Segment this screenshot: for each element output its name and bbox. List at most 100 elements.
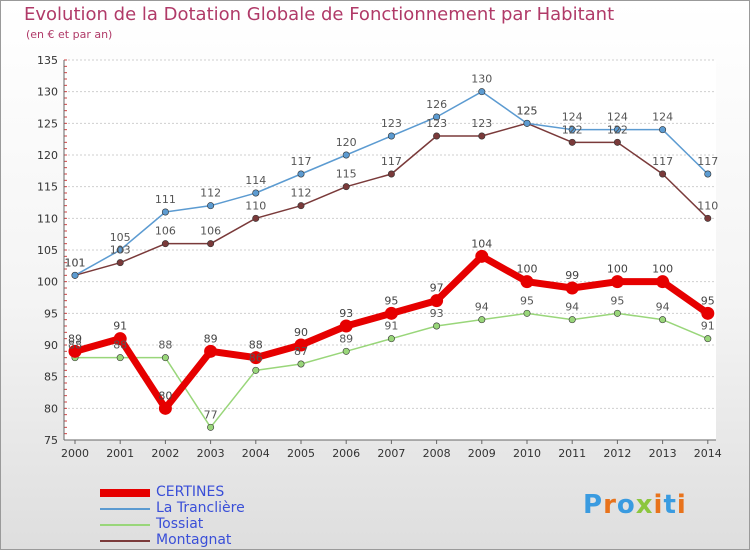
data-point: [252, 189, 260, 197]
data-point: [565, 281, 579, 295]
data-point: [342, 151, 350, 159]
data-point: [71, 271, 79, 279]
data-point: [704, 170, 712, 178]
data-point: [659, 316, 667, 324]
data-point: [475, 249, 489, 263]
data-label: 100: [607, 263, 628, 276]
data-point: [116, 246, 124, 254]
x-tick-label: 2014: [694, 447, 722, 460]
legend-label: La Tranclière: [156, 500, 245, 516]
data-point: [568, 316, 576, 324]
data-label: 86: [249, 351, 263, 364]
data-label: 130: [471, 73, 492, 86]
x-tick-label: 2002: [151, 447, 179, 460]
y-tick-label: 75: [44, 434, 58, 447]
data-label: 124: [652, 111, 673, 124]
y-tick-label: 130: [37, 86, 58, 99]
legend-item: La Tranclière: [100, 500, 340, 517]
data-label: 117: [291, 155, 312, 168]
x-tick-label: 2012: [603, 447, 631, 460]
data-label: 80: [158, 389, 172, 402]
data-label: 110: [697, 199, 718, 212]
legend-item: Tossiat: [100, 516, 340, 533]
data-point: [523, 309, 531, 317]
data-label: 77: [204, 408, 218, 421]
data-label: 117: [652, 155, 673, 168]
data-label: 124: [562, 111, 583, 124]
y-tick-label: 135: [37, 54, 58, 67]
data-label: 117: [381, 155, 402, 168]
data-point: [387, 132, 395, 140]
data-point: [204, 344, 218, 358]
data-label: 106: [155, 225, 176, 238]
data-point: [387, 170, 395, 178]
data-label: 125: [517, 104, 538, 117]
data-point: [433, 113, 441, 121]
y-tick-label: 105: [37, 244, 58, 257]
data-point: [613, 309, 621, 317]
data-label: 117: [697, 155, 718, 168]
data-label: 101: [65, 256, 86, 269]
logo-letter: o: [616, 490, 636, 520]
data-point: [252, 214, 260, 222]
data-label: 103: [110, 244, 131, 257]
data-point: [161, 240, 169, 248]
data-point: [478, 88, 486, 96]
data-label: 124: [607, 111, 628, 124]
data-label: 95: [701, 294, 715, 307]
data-label: 95: [520, 294, 534, 307]
y-tick-label: 115: [37, 181, 58, 194]
data-point: [297, 170, 305, 178]
legend-swatch: [100, 489, 150, 497]
data-label: 90: [294, 326, 308, 339]
data-label: 95: [384, 294, 398, 307]
y-tick-label: 95: [44, 307, 58, 320]
data-point: [520, 275, 534, 289]
legend-swatch: [100, 508, 150, 510]
y-tick-label: 80: [44, 402, 58, 415]
data-point: [297, 360, 305, 368]
legend-label: Montagnat: [156, 532, 232, 548]
data-point: [116, 354, 124, 362]
data-point: [207, 240, 215, 248]
data-label: 104: [471, 237, 492, 250]
data-label: 88: [113, 339, 127, 352]
data-point: [523, 119, 531, 127]
data-point: [207, 423, 215, 431]
x-tick-label: 2004: [242, 447, 270, 460]
data-point: [387, 335, 395, 343]
data-label: 97: [430, 282, 444, 295]
data-point: [613, 138, 621, 146]
logo-letter: P: [583, 490, 604, 520]
data-label: 112: [200, 187, 221, 200]
data-label: 94: [656, 301, 670, 314]
data-label: 123: [426, 117, 447, 130]
data-point: [68, 344, 82, 358]
x-tick-label: 2009: [468, 447, 496, 460]
data-label: 100: [652, 263, 673, 276]
data-label: 91: [384, 320, 398, 333]
proxiti-logo: Proxiti: [583, 490, 687, 520]
data-point: [342, 183, 350, 191]
x-tick-label: 2010: [513, 447, 541, 460]
data-point: [478, 132, 486, 140]
data-label: 101: [65, 256, 86, 269]
data-label: 122: [607, 123, 628, 136]
logo-letter: t: [663, 490, 677, 520]
data-label: 123: [381, 117, 402, 130]
chart-subtitle: (en € et par an): [26, 28, 113, 41]
x-tick-label: 2003: [197, 447, 225, 460]
data-point: [704, 335, 712, 343]
legend-swatch: [100, 540, 150, 542]
y-tick-label: 90: [44, 339, 58, 352]
data-point: [384, 306, 398, 320]
legend-label: CERTINES: [156, 484, 225, 500]
data-label: 88: [249, 339, 263, 352]
data-point: [116, 259, 124, 267]
x-tick-label: 2008: [423, 447, 451, 460]
x-tick-label: 2007: [377, 447, 405, 460]
data-label: 88: [158, 339, 172, 352]
logo-letter: i: [653, 490, 664, 520]
data-label: 123: [471, 117, 492, 130]
data-point: [342, 347, 350, 355]
